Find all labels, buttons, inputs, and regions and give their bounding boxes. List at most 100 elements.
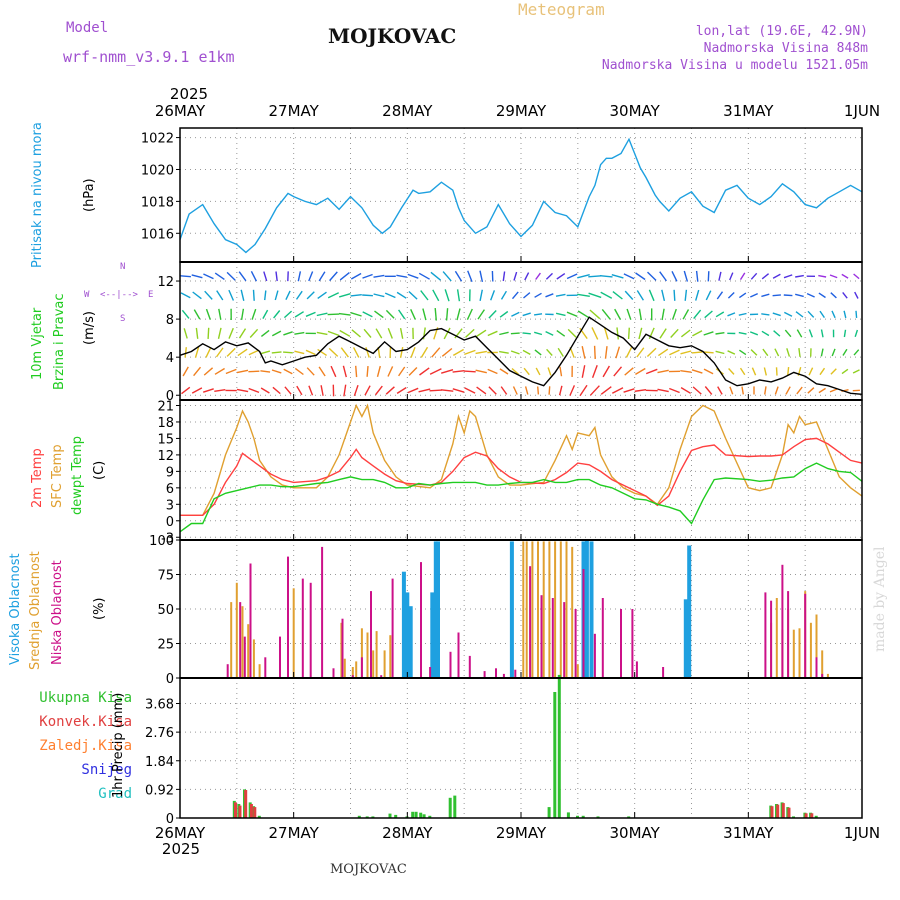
- wind-arrow: [600, 386, 612, 395]
- wind-arrow: [772, 312, 781, 317]
- wind-arrow: [577, 274, 590, 279]
- high-cloud-bar: [687, 545, 692, 678]
- wind-arrow: [535, 272, 541, 280]
- wind-arrow: [820, 329, 824, 338]
- wind-arrow: [842, 348, 848, 356]
- wind-arrow: [374, 385, 383, 396]
- temp-tick-label: 21: [157, 399, 174, 414]
- wind-arrow: [774, 348, 780, 357]
- wind-arrow: [318, 366, 326, 377]
- wind-arrow: [238, 328, 247, 339]
- low-cloud-bar: [529, 566, 532, 678]
- wind-arrow: [671, 308, 677, 320]
- wind-arrow: [362, 311, 373, 318]
- wind-arrow: [715, 311, 725, 318]
- low-cloud-bar: [243, 636, 246, 678]
- wind-arrow: [327, 313, 340, 316]
- wind-arrow: [680, 370, 692, 373]
- wind-arrow: [205, 308, 211, 320]
- wind-arrow: [853, 273, 860, 280]
- low-cloud-bar: [360, 657, 363, 678]
- wind-arrow: [787, 367, 790, 376]
- wind-arrow: [490, 290, 496, 301]
- cloud-tick-label: 75: [157, 569, 174, 584]
- data-layer: [179, 137, 863, 818]
- pressure-line: [179, 137, 863, 254]
- top-date-label: 27MAY: [269, 102, 320, 120]
- mid-cloud-bar: [792, 629, 795, 678]
- wind-arrow: [296, 385, 303, 396]
- wind-arrow: [695, 289, 700, 301]
- low-cloud-bar: [601, 598, 604, 678]
- wind-arrow: [841, 273, 849, 279]
- wind-arrow: [240, 308, 245, 321]
- wind-arrow: [589, 385, 600, 396]
- wind-arrow: [464, 387, 476, 394]
- wind-arrow: [193, 309, 201, 320]
- wind-arrow: [444, 289, 450, 302]
- wind-arrow: [638, 308, 642, 321]
- wind-arrow: [452, 348, 464, 357]
- low-cloud-bar: [574, 609, 577, 678]
- wind-arrow: [661, 289, 666, 302]
- wind-arrow: [703, 351, 714, 354]
- conv-precip-bar: [244, 790, 248, 818]
- top-date-label: 31MAY: [723, 102, 774, 120]
- wind-arrow: [775, 367, 778, 376]
- wind-arrow: [410, 309, 416, 320]
- mid-cloud-bar: [809, 622, 812, 678]
- total-precip-bar: [414, 811, 418, 818]
- wind-arrow: [228, 327, 234, 339]
- low-cloud-bar: [631, 609, 634, 678]
- wind-arrow: [545, 330, 554, 336]
- wind-arrow: [236, 388, 249, 393]
- wind-arrow: [181, 309, 190, 319]
- high-cloud-bar: [405, 592, 410, 678]
- bottom-date-label: 29MAY: [496, 824, 547, 842]
- low-cloud-bar: [351, 675, 354, 678]
- wind-arrow: [695, 270, 699, 282]
- wind-arrow: [440, 389, 454, 392]
- wind-arrow: [283, 310, 293, 319]
- wind-arrow: [351, 329, 361, 338]
- total-precip-bar: [553, 692, 557, 818]
- wind-arrow: [661, 308, 665, 321]
- low-cloud-bar: [662, 667, 665, 678]
- station-title: MOJKOVAC: [328, 24, 457, 48]
- wind-arrow: [613, 366, 623, 377]
- wind-arrow: [273, 310, 281, 319]
- wind-arrow: [739, 349, 747, 356]
- wind-arrow: [488, 386, 497, 395]
- wind-arrow: [183, 328, 188, 339]
- wind-arrow: [774, 386, 779, 395]
- wind-arrow: [228, 289, 235, 301]
- wind-arrow: [274, 290, 279, 301]
- wind-arrow: [430, 271, 442, 281]
- bottom-year-label: 2025: [162, 840, 200, 858]
- mid-cloud-bar: [571, 546, 574, 678]
- wind-arrow: [260, 370, 271, 373]
- wind-arrow: [842, 291, 848, 299]
- wind-arrow: [305, 311, 316, 317]
- wind-arrow: [342, 365, 347, 378]
- wind-arrow: [442, 271, 452, 282]
- wind-arrow: [764, 386, 767, 395]
- wind-arrow: [818, 274, 827, 278]
- temp-tick-label: 9: [166, 465, 174, 480]
- mid-cloud-bar: [576, 664, 579, 678]
- mid-cloud-bar: [360, 628, 363, 678]
- low-cloud-bar: [429, 667, 432, 678]
- wind-arrow: [535, 367, 541, 376]
- lonlat-label: lon,lat (19.6E, 42.9N): [695, 24, 868, 39]
- wind-arrow: [626, 308, 632, 320]
- low-cloud-bar: [239, 602, 242, 678]
- mid-cloud-bar: [340, 622, 343, 678]
- top-date-label: 26MAY: [155, 102, 206, 120]
- wind-arrow: [820, 348, 824, 357]
- wind-arrow: [260, 350, 271, 355]
- wind-arrow: [364, 385, 371, 396]
- wind-arrow: [829, 274, 838, 279]
- wind-arrow: [466, 308, 473, 320]
- pressure-tick-label: 1016: [141, 227, 174, 242]
- wind-arrow: [264, 290, 267, 301]
